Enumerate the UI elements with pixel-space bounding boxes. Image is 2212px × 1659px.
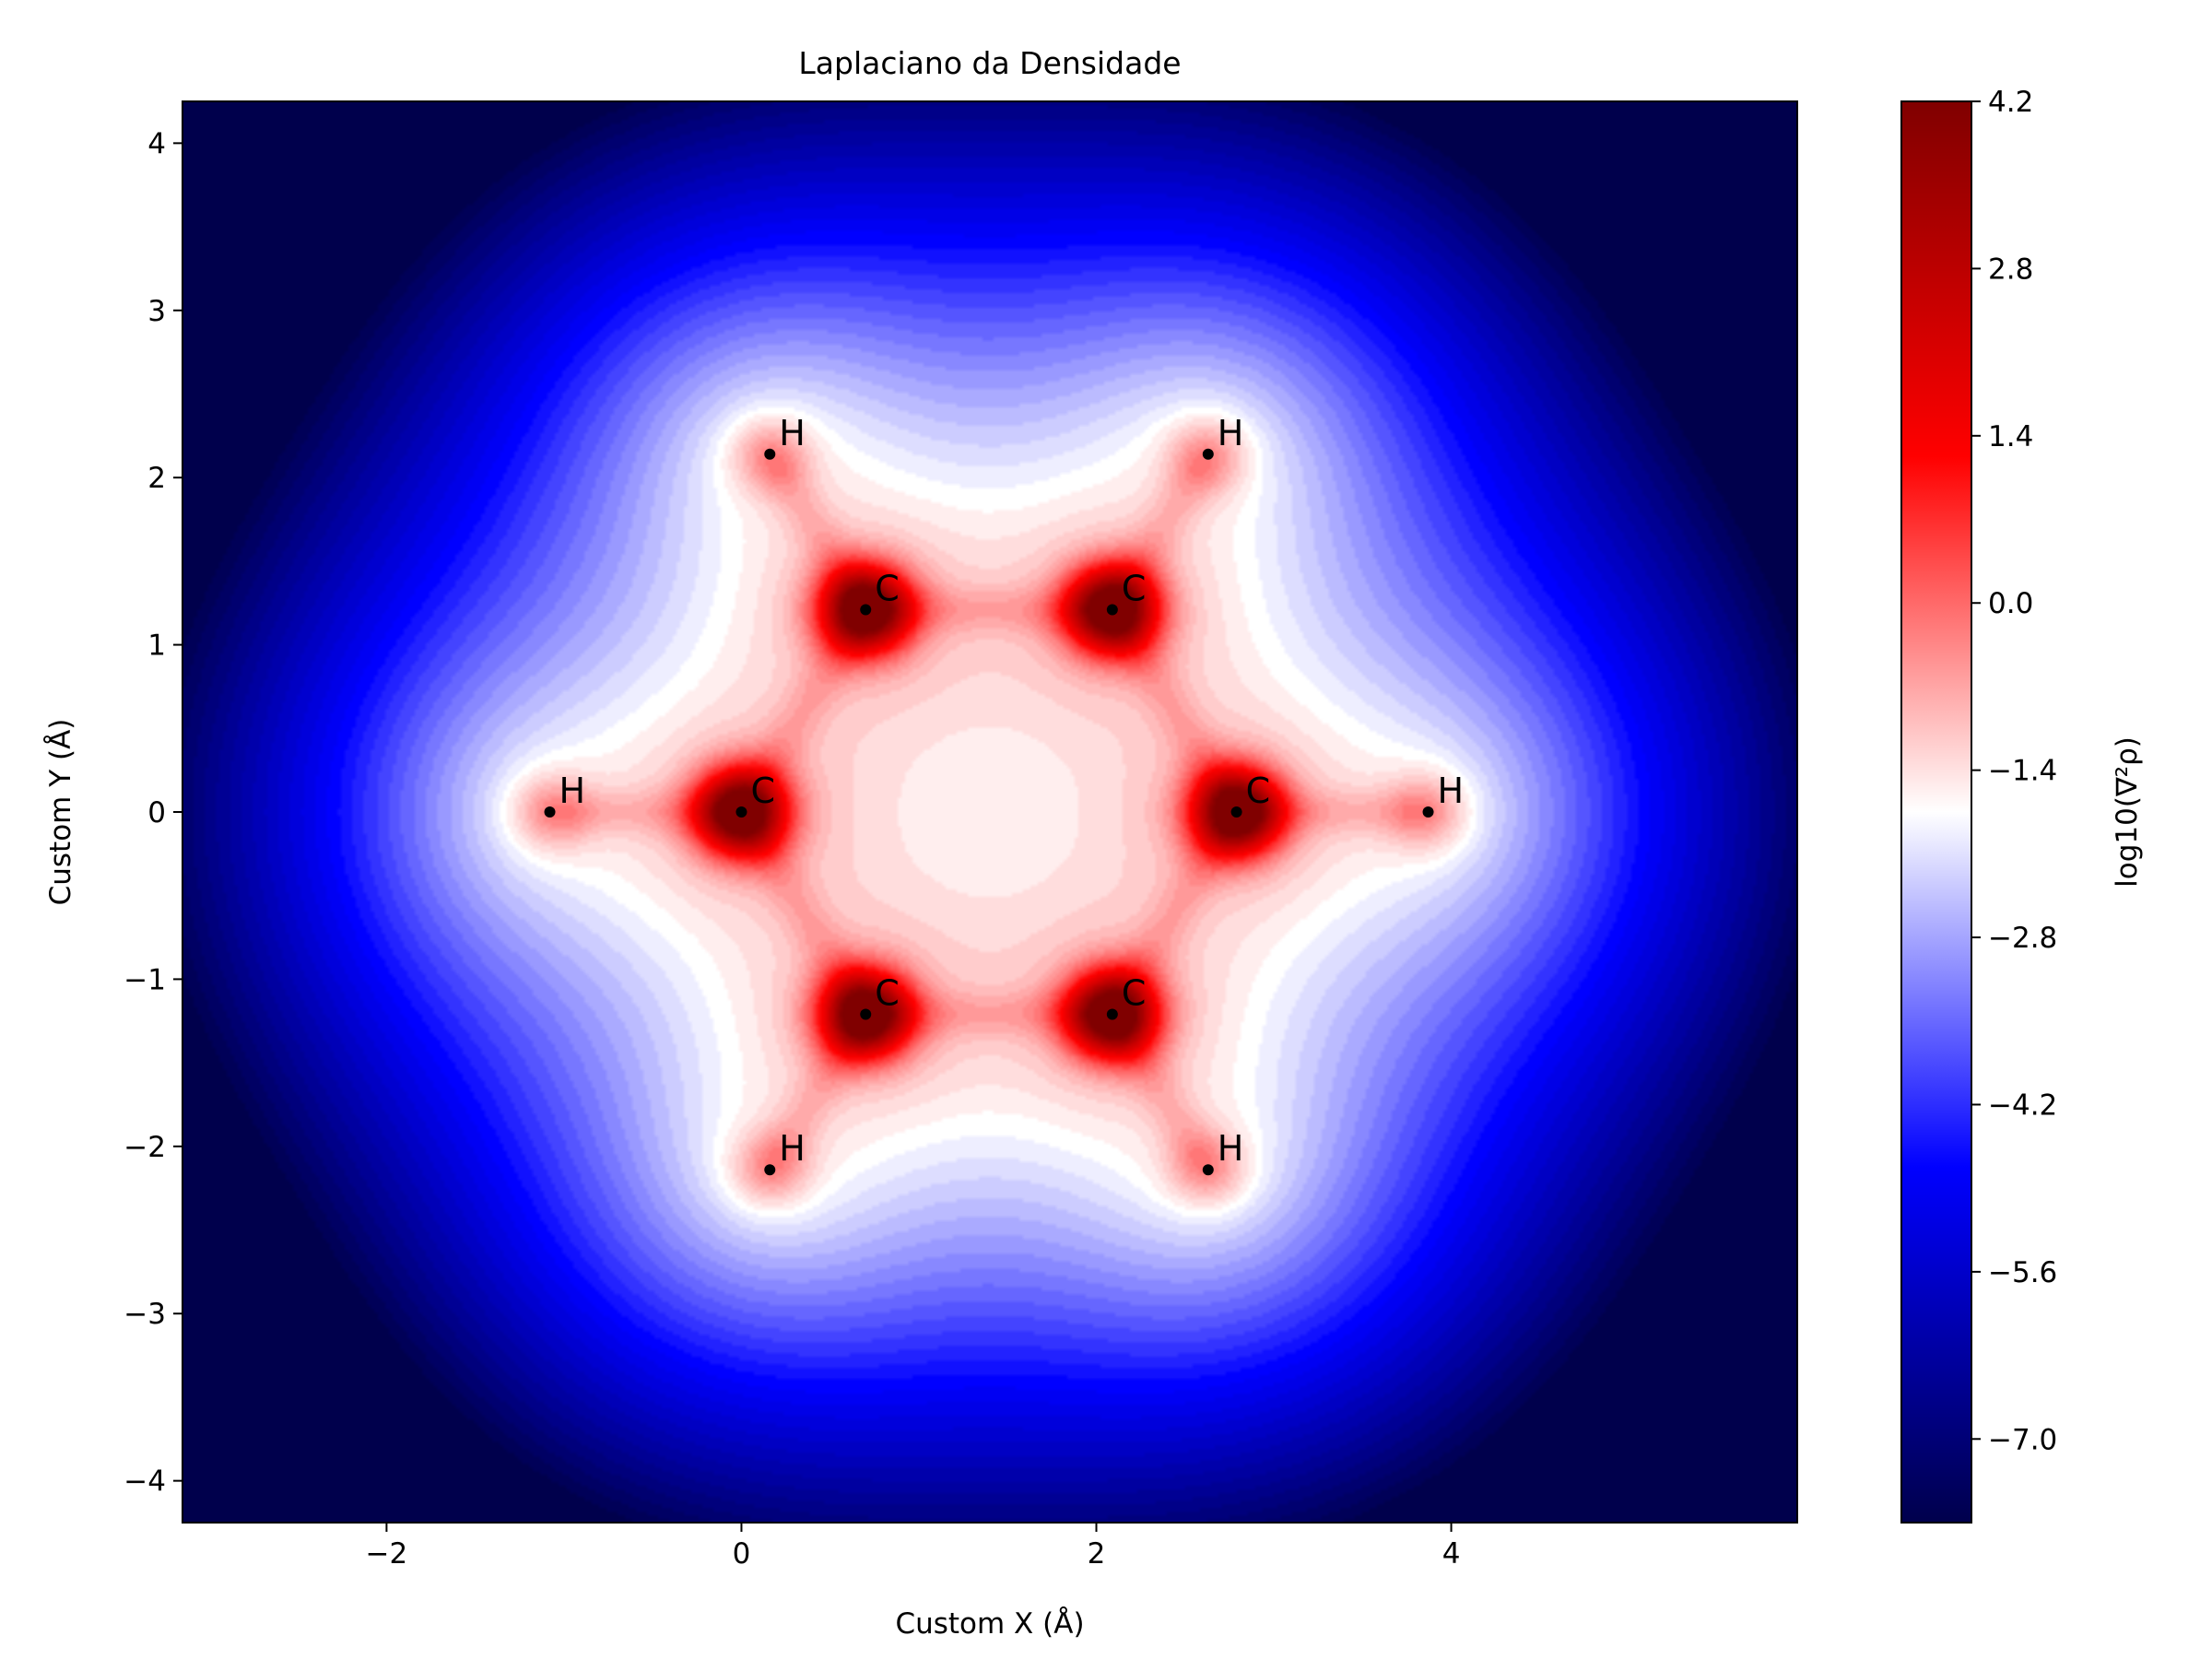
atom-label: C: [875, 568, 900, 608]
atom-label: H: [559, 771, 586, 811]
atom-marker-h: [764, 448, 776, 460]
colorbar-tick-label: −7.0: [1988, 1423, 2057, 1456]
atom-marker-c: [860, 1008, 872, 1020]
atom-marker-h: [544, 806, 556, 818]
plot-area: C C C C C C H H H H H H: [182, 100, 1798, 1524]
atom-label: H: [1218, 1128, 1244, 1169]
x-tick-label: 2: [1088, 1537, 1106, 1571]
y-tick-label: −1: [124, 963, 166, 996]
atom-label: C: [750, 771, 775, 811]
y-tick-label: 0: [147, 796, 166, 830]
y-tick-label: 4: [147, 127, 166, 160]
colorbar-tick-label: −4.2: [1988, 1088, 2057, 1122]
atom-label: C: [875, 973, 900, 1014]
colorbar-ticks: 4.2 2.8 1.4 0.0 −1.4 −2.8 −4.2 −5.6 −7.0: [1971, 86, 2057, 1456]
atom-marker-c: [1106, 604, 1118, 616]
colorbar: 4.2 2.8 1.4 0.0 −1.4 −2.8 −4.2 −5.6 −7.0 log10(∇…: [1900, 86, 2144, 1524]
atom-markers: C C C C C C H H H H H H: [544, 413, 1465, 1176]
atom-label: C: [1122, 568, 1147, 608]
atom-marker-c: [1230, 806, 1242, 818]
atom-marker-c: [735, 806, 747, 818]
chart-title: Laplaciano da Densidade: [798, 45, 1181, 81]
atom-label: H: [1218, 413, 1244, 453]
colorbar-frame: [1900, 100, 1972, 1524]
atom-marker-h: [1202, 1164, 1214, 1176]
x-axis-label: Custom X (Å): [895, 1607, 1084, 1641]
atom-label: H: [779, 413, 806, 453]
colorbar-tick-label: −1.4: [1988, 755, 2057, 788]
x-tick-label: 0: [733, 1537, 751, 1571]
colorbar-gradient: [1901, 101, 1971, 1523]
colorbar-tick-label: −5.6: [1988, 1256, 2057, 1289]
x-axis: −2 0 2 4: [366, 1523, 1461, 1571]
atom-marker-c: [1106, 1008, 1118, 1020]
atom-label: C: [1246, 771, 1271, 811]
y-tick-label: −3: [124, 1298, 166, 1331]
x-tick-label: −2: [366, 1537, 408, 1571]
y-tick-label: 1: [147, 629, 166, 663]
y-axis-label: Custom Y (Å): [44, 719, 77, 906]
atom-marker-h: [764, 1164, 776, 1176]
y-axis: −4 −3 −2 −1 0 1 2 3 4: [124, 127, 182, 1499]
y-tick-label: 3: [147, 295, 166, 328]
laplacian-heatmap: [182, 101, 1797, 1523]
atom-label: H: [779, 1128, 806, 1169]
x-tick-label: 4: [1442, 1537, 1461, 1571]
y-tick-label: 2: [147, 462, 166, 495]
colorbar-tick-label: 4.2: [1988, 86, 2033, 119]
y-tick-label: −2: [124, 1131, 166, 1164]
atom-marker-h: [1422, 806, 1434, 818]
y-tick-label: −4: [124, 1465, 166, 1499]
atom-marker-h: [1202, 448, 1214, 460]
colorbar-label: log10(∇²ρ): [2111, 736, 2144, 888]
colorbar-tick-label: 0.0: [1988, 587, 2033, 620]
colorbar-tick-label: −2.8: [1988, 922, 2057, 955]
colorbar-tick-label: 2.8: [1988, 253, 2033, 286]
atom-label: C: [1122, 973, 1147, 1014]
atom-label: H: [1438, 771, 1465, 811]
colorbar-tick-label: 1.4: [1988, 420, 2033, 453]
atom-marker-c: [860, 604, 872, 616]
